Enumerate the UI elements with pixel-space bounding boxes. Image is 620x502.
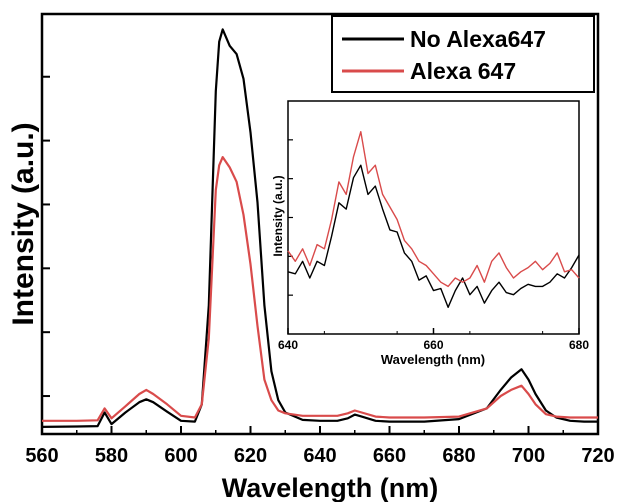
- main-ticks: [41, 75, 599, 434]
- x-tick-label-680: 680: [442, 445, 475, 467]
- inset-x-tick-label-680: 680: [569, 338, 589, 352]
- x-tick-label-640: 640: [303, 445, 336, 467]
- series-line-alexa647: [42, 156, 598, 422]
- main-series: [41, 28, 598, 428]
- x-tick-label-720: 720: [581, 445, 614, 467]
- inset-x-axis-label: Wavelength (nm): [381, 352, 485, 367]
- series-line-no-alexa647: [41, 28, 598, 428]
- legend-label-no-alexa647: No Alexa647: [410, 26, 546, 52]
- main-tick-labels: 560 580 600 620 640 660 680 700 720: [25, 445, 614, 467]
- inset-series: [287, 130, 580, 308]
- inset-tick-labels: 640 660 680: [278, 338, 589, 352]
- x-tick-label-560: 560: [25, 445, 58, 467]
- legend-box: [331, 15, 595, 93]
- x-tick-label-600: 600: [164, 445, 197, 467]
- x-tick-label-580: 580: [95, 445, 128, 467]
- inset-x-tick-label-640: 640: [278, 338, 298, 352]
- legend: No Alexa647 Alexa 647: [331, 15, 595, 93]
- inset-series-line-1: [287, 130, 580, 288]
- inset-chart: 640 660 680 Wavelength (nm) Intensity (a.u…: [271, 100, 589, 367]
- inset-series-line-0: [287, 164, 580, 308]
- inset-x-tick-label-660: 660: [423, 338, 443, 352]
- inset-y-axis-label: Intensity (a.u.): [271, 175, 285, 256]
- main-y-axis-label: Intensity (a.u.): [7, 122, 40, 325]
- legend-label-alexa647: Alexa 647: [410, 58, 516, 84]
- inset-ticks: [287, 139, 580, 334]
- x-tick-label-620: 620: [234, 445, 267, 467]
- main-x-axis-label: Wavelength (nm): [222, 473, 439, 502]
- x-tick-label-660: 660: [373, 445, 406, 467]
- x-tick-label-700: 700: [512, 445, 545, 467]
